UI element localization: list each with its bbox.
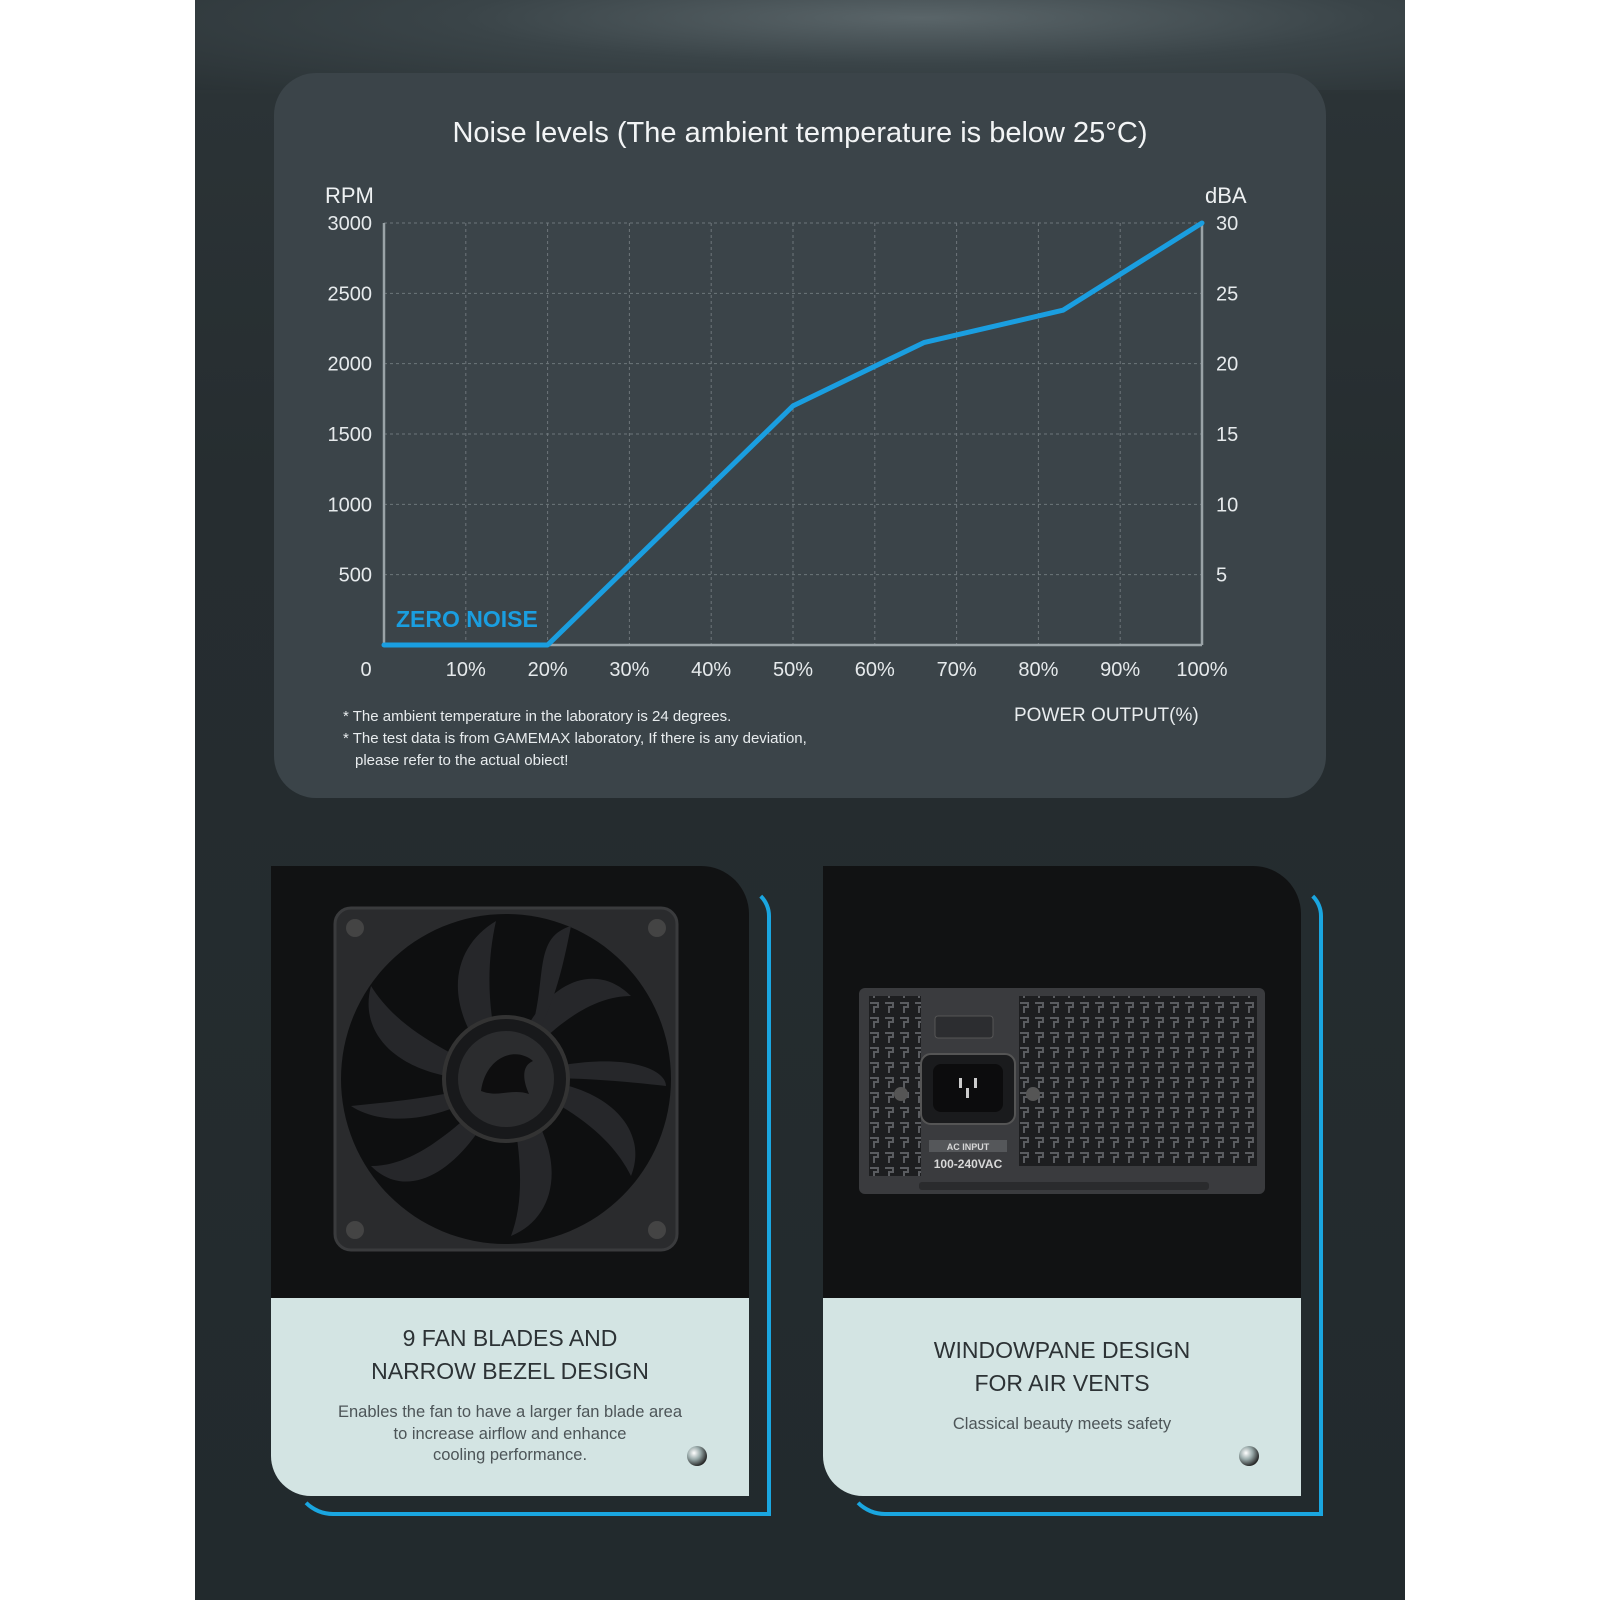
line-chart: 3000 2500 2000 1500 1000 500 30 25 20 15 10 5 0 10% 20… [328, 213, 1239, 681]
card-accent-frame [293, 886, 771, 1516]
y-left-tick-label: 2000 [328, 354, 373, 376]
y-left-tick-label: 1500 [328, 424, 373, 446]
zero-noise-annotation: ZERO NOISE [396, 606, 538, 632]
vent-feature-card: AC INPUT 100-240VAC WINDOWPANE DESIGN FO… [823, 866, 1323, 1526]
psu-photo: AC INPUT 100-240VAC [823, 866, 1301, 1298]
y-left-tick-label: 3000 [328, 213, 373, 235]
x-tick-label: 50% [773, 659, 813, 681]
x-tick-label: 90% [1100, 659, 1140, 681]
psu-ac-input-label: AC INPUT [947, 1142, 990, 1152]
mouse-scroll-icon [687, 1446, 707, 1466]
x-tick-label: 70% [937, 659, 977, 681]
psu-voltage-label: 100-240VAC [934, 1157, 1003, 1171]
footnote-2: * The test data is from GAMEMAX laborato… [343, 730, 807, 747]
y-right-tick-label: 10 [1216, 494, 1238, 516]
fan-feature-card: 9 FAN BLADES AND NARROW BEZEL DESIGN Ena… [271, 866, 771, 1526]
x-tick-label: 30% [609, 659, 649, 681]
x-tick-label: 40% [691, 659, 731, 681]
card-description: Classical beauty meets safety [952, 1415, 1172, 1433]
card-description: Enables the fan to have a larger fan bla… [338, 1403, 682, 1464]
x-tick-label: 60% [855, 659, 895, 681]
footnote-3: please refer to the actual obiect! [355, 752, 569, 769]
left-axis-label: RPM [325, 183, 374, 208]
y-right-tick-label: 5 [1216, 565, 1227, 587]
chart-title: Noise levels (The ambient temperature is… [452, 117, 1148, 149]
y-right-tick-label: 30 [1216, 213, 1238, 235]
y-left-tick-label: 1000 [328, 494, 373, 516]
y-left-tick-label: 2500 [328, 283, 373, 305]
fan-photo [271, 866, 749, 1298]
y-right-tick-label: 20 [1216, 354, 1238, 376]
card-title: WINDOWPANE DESIGN FOR AIR VENTS [933, 1337, 1191, 1396]
card-title: 9 FAN BLADES AND NARROW BEZEL DESIGN [371, 1325, 649, 1384]
noise-curve-line [381, 220, 1205, 648]
x-tick-label: 80% [1018, 659, 1058, 681]
y-right-tick-label: 15 [1216, 424, 1238, 446]
y-right-tick-label: 25 [1216, 283, 1238, 305]
noise-chart-panel: Noise levels (The ambient temperature is… [274, 73, 1326, 798]
footnote-1: * The ambient temperature in the laborat… [343, 708, 732, 725]
poster: Noise levels (The ambient temperature is… [195, 0, 1405, 1600]
vent-caption: WINDOWPANE DESIGN FOR AIR VENTS Classica… [823, 1298, 1301, 1496]
x-tick-label: 10% [446, 659, 486, 681]
x-axis-label: POWER OUTPUT(%) [1014, 705, 1199, 726]
y-left-tick-label: 500 [339, 565, 372, 587]
x-tick-label: 20% [528, 659, 568, 681]
x-tick-label: 100% [1176, 659, 1227, 681]
right-axis-label: dBA [1205, 183, 1247, 208]
x-tick-label: 0 [360, 659, 371, 681]
fan-caption: 9 FAN BLADES AND NARROW BEZEL DESIGN Ena… [271, 1298, 749, 1496]
card-accent-frame [845, 886, 1323, 1516]
mouse-scroll-icon [1239, 1446, 1259, 1466]
